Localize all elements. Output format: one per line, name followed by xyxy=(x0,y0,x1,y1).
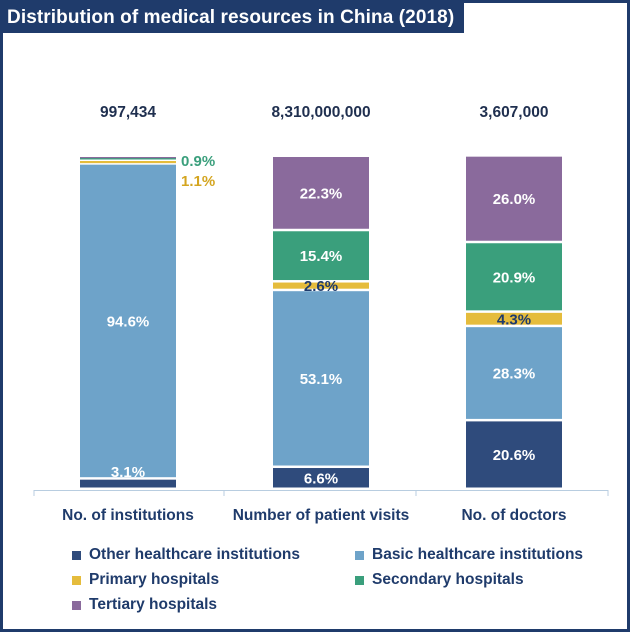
bar-segment-1-0 xyxy=(273,468,369,488)
chart-title: Distribution of medical resources in Chi… xyxy=(3,3,465,33)
legend-item-1: Basic healthcare institutions xyxy=(355,546,583,564)
data-label-2-3: 20.9% xyxy=(493,269,536,286)
legend-item-3: Secondary hospitals xyxy=(355,571,524,589)
bar-segment-0-3 xyxy=(80,157,176,160)
annotation-label-2: 0.9% xyxy=(181,153,215,170)
bar-segment-1-3 xyxy=(273,231,369,281)
category-label-1: Number of patient visits xyxy=(233,507,410,524)
bar-segment-2-2 xyxy=(466,312,562,325)
bar-segment-2-3 xyxy=(466,243,562,311)
legend-item-2: Primary hospitals xyxy=(72,571,219,589)
bar-segment-1-1 xyxy=(273,291,369,466)
legend-label-1: Basic healthcare institutions xyxy=(372,546,584,563)
data-label-2-2: 4.3% xyxy=(497,311,531,328)
legend-swatch-2 xyxy=(72,575,81,585)
bar-segment-0-1 xyxy=(80,164,176,478)
category-label-2: No. of doctors xyxy=(461,507,566,524)
legend-swatch-0 xyxy=(72,550,81,560)
total-label-2: 3,607,000 xyxy=(480,104,549,121)
legend-label-4: Tertiary hospitals xyxy=(89,596,218,613)
bar-segment-2-1 xyxy=(466,327,562,419)
legend-label-3: Secondary hospitals xyxy=(372,571,524,588)
bar-segment-0-2 xyxy=(80,160,176,164)
bar-segment-0-4 xyxy=(80,157,176,159)
legend-swatch-3 xyxy=(355,575,364,585)
legend-swatch-1 xyxy=(355,550,364,560)
bar-segment-0-0 xyxy=(80,479,176,488)
data-label-1-3: 15.4% xyxy=(300,248,343,265)
legend-swatch-4 xyxy=(72,600,81,610)
data-label-0-1: 94.6% xyxy=(107,313,150,330)
data-label-1-0: 6.6% xyxy=(304,470,338,487)
bar-segment-2-0 xyxy=(466,421,562,488)
total-label-1: 8,310,000,000 xyxy=(271,104,370,121)
legend-item-4: Tertiary hospitals xyxy=(72,596,217,614)
data-label-2-0: 20.6% xyxy=(493,447,536,464)
data-label-1-4: 22.3% xyxy=(300,185,343,202)
legend-item-0: Other healthcare institutions xyxy=(72,546,300,564)
legend-label-2: Primary hospitals xyxy=(89,571,220,588)
bar-segment-2-4 xyxy=(466,156,562,241)
data-label-2-1: 28.3% xyxy=(493,366,536,383)
category-label-0: No. of institutions xyxy=(62,507,194,524)
annotation-label-1: 1.1% xyxy=(181,173,215,190)
annotation-label-0: 3.1% xyxy=(111,464,145,481)
bar-segment-1-2 xyxy=(273,282,369,289)
legend-label-0: Other healthcare institutions xyxy=(89,546,301,563)
data-label-2-4: 26.0% xyxy=(493,191,536,208)
data-label-1-1: 53.1% xyxy=(300,371,343,388)
total-label-0: 997,434 xyxy=(100,104,156,121)
stacked-bar-chart: 94.6% No. of institutions 997,434 6.6% 53.1%… xyxy=(33,104,609,524)
bar-segment-1-4 xyxy=(273,157,369,229)
data-label-1-2: 2.6% xyxy=(304,278,338,295)
